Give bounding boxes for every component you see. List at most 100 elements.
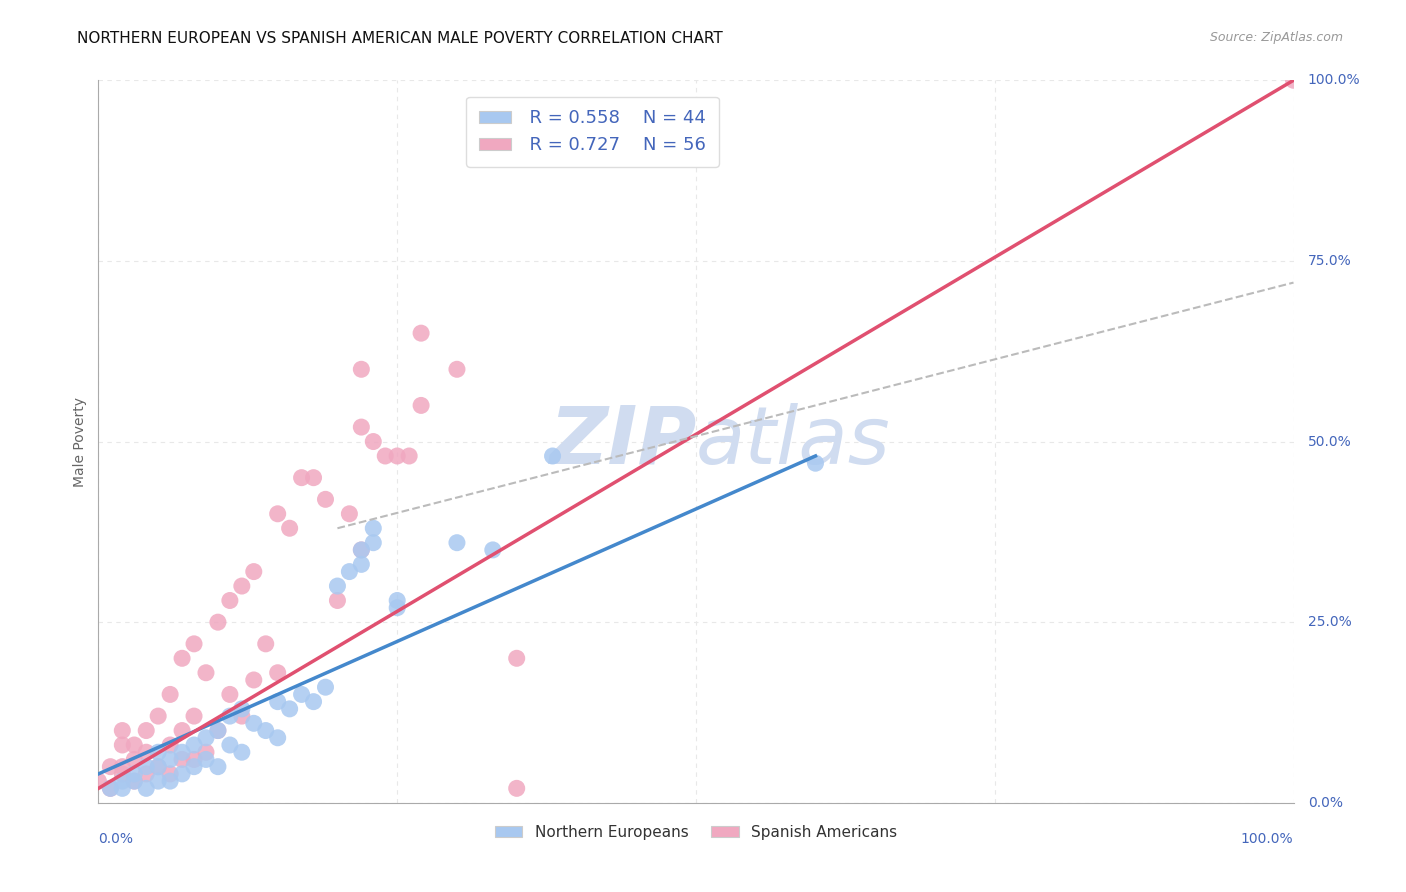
Text: 75.0%: 75.0% (1308, 254, 1351, 268)
Point (315, 492, 337, 507)
Point (326, 593, 349, 607)
Point (183, 637, 205, 651)
Point (159, 774, 181, 789)
Point (195, 752, 218, 766)
Point (159, 767, 181, 781)
Point (243, 673, 266, 687)
Point (148, 760, 170, 774)
Point (326, 579, 349, 593)
Point (385, 449, 409, 463)
Point (278, 702, 301, 716)
Point (207, 760, 229, 774)
Point (363, 434, 385, 449)
Text: ZIP: ZIP (548, 402, 696, 481)
Point (231, 709, 253, 723)
Point (219, 738, 242, 752)
Point (506, 651, 529, 665)
Point (231, 745, 253, 759)
Point (195, 745, 218, 759)
Point (183, 752, 205, 766)
Point (172, 745, 194, 759)
Point (111, 767, 134, 781)
Point (363, 535, 385, 549)
Point (124, 767, 146, 781)
Point (350, 420, 373, 434)
Point (385, 593, 409, 607)
Point (267, 507, 290, 521)
Point (195, 665, 218, 680)
Point (363, 521, 385, 535)
Text: atlas: atlas (696, 402, 891, 481)
Point (111, 723, 134, 738)
Point (98, 781, 122, 796)
Point (159, 738, 181, 752)
Point (183, 760, 205, 774)
Point (135, 723, 157, 738)
Point (506, 781, 529, 796)
Point (172, 651, 194, 665)
Text: 0.0%: 0.0% (98, 831, 134, 846)
Text: 100.0%: 100.0% (1241, 831, 1294, 846)
Point (267, 695, 290, 709)
Point (111, 781, 134, 796)
Point (135, 745, 157, 759)
Point (231, 579, 253, 593)
Point (291, 470, 314, 484)
Text: 0.0%: 0.0% (1308, 796, 1343, 810)
Point (243, 716, 266, 731)
Point (541, 449, 564, 463)
Legend: Northern Europeans, Spanish Americans: Northern Europeans, Spanish Americans (489, 819, 903, 846)
Point (446, 535, 468, 549)
Text: Source: ZipAtlas.com: Source: ZipAtlas.com (1209, 31, 1343, 45)
Point (1282, 73, 1305, 87)
Point (219, 709, 242, 723)
Point (231, 702, 253, 716)
Point (411, 326, 433, 340)
Point (87, 774, 110, 789)
Point (350, 542, 373, 557)
Point (350, 558, 373, 572)
Point (159, 687, 181, 701)
Point (135, 760, 157, 774)
Point (195, 731, 218, 745)
Point (219, 593, 242, 607)
Point (339, 507, 361, 521)
Point (159, 752, 181, 766)
Point (446, 362, 468, 376)
Point (315, 680, 337, 694)
Point (398, 449, 420, 463)
Point (172, 752, 194, 766)
Point (111, 774, 134, 789)
Point (302, 695, 325, 709)
Point (148, 760, 170, 774)
Point (481, 542, 505, 557)
Point (148, 709, 170, 723)
Point (350, 542, 373, 557)
Point (254, 723, 277, 738)
Y-axis label: Male Poverty: Male Poverty (73, 397, 87, 486)
Point (172, 767, 194, 781)
Point (291, 687, 314, 701)
Point (278, 521, 301, 535)
Point (374, 449, 396, 463)
Point (111, 738, 134, 752)
Point (350, 362, 373, 376)
Point (98, 781, 122, 796)
Point (183, 709, 205, 723)
Point (339, 565, 361, 579)
Point (207, 723, 229, 738)
Point (267, 731, 290, 745)
Point (243, 565, 266, 579)
Point (124, 774, 146, 789)
Point (148, 774, 170, 789)
Point (207, 723, 229, 738)
Point (148, 745, 170, 759)
Point (111, 760, 134, 774)
Point (98, 760, 122, 774)
Point (411, 398, 433, 412)
Point (124, 752, 146, 766)
Text: 25.0%: 25.0% (1308, 615, 1351, 629)
Point (254, 637, 277, 651)
Point (804, 456, 827, 470)
Point (207, 615, 229, 630)
